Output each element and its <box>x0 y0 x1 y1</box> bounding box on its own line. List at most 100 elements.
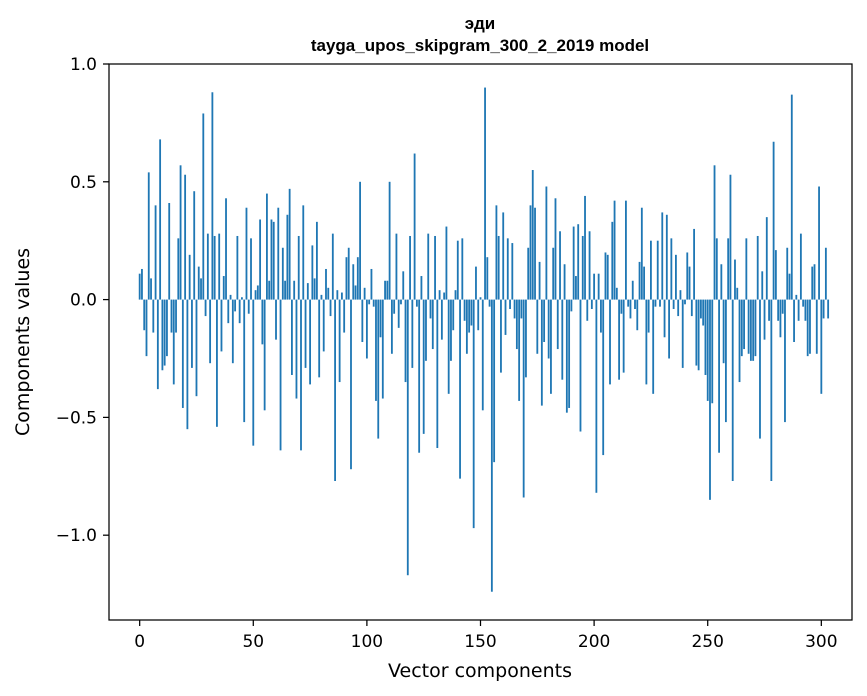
bar-component-40 <box>229 294 232 300</box>
bar-component-53 <box>259 219 262 300</box>
bar-component-121 <box>413 153 416 300</box>
bar-component-19 <box>181 299 184 408</box>
bar-component-5 <box>150 278 152 300</box>
bar-component-227 <box>654 299 657 307</box>
bar-component-89 <box>340 292 343 300</box>
bar-component-128 <box>429 299 432 319</box>
bar-component-268 <box>747 299 750 354</box>
bar-component-83 <box>327 287 330 300</box>
bar-component-248 <box>702 299 705 326</box>
bar-component-15 <box>172 299 175 385</box>
bar-component-279 <box>772 141 775 300</box>
bar-component-79 <box>318 299 321 378</box>
bar-component-137 <box>450 299 452 361</box>
y-axis-label: Components values <box>12 248 34 436</box>
bar-component-160 <box>502 212 505 300</box>
bar-component-55 <box>263 299 266 411</box>
bar-component-11 <box>163 299 166 366</box>
bar-component-182 <box>552 247 555 300</box>
bar-component-254 <box>715 238 718 300</box>
bar-component-219 <box>636 299 639 331</box>
x-tick-label: 300 <box>805 632 837 652</box>
bar-component-58 <box>270 219 273 300</box>
bar-component-16 <box>175 299 177 333</box>
bar-component-221 <box>640 207 643 300</box>
bar-component-82 <box>325 268 327 300</box>
bar-component-47 <box>245 207 248 300</box>
bar-component-194 <box>579 299 582 432</box>
bar-component-101 <box>368 299 371 305</box>
bar-component-31 <box>209 299 212 364</box>
bar-component-177 <box>540 299 543 406</box>
bar-component-142 <box>461 238 464 300</box>
bar-component-158 <box>497 235 500 300</box>
bar-component-52 <box>256 285 259 300</box>
bar-component-251 <box>709 299 711 500</box>
bar-component-300 <box>820 299 823 394</box>
y-tick-label: −0.5 <box>56 408 97 428</box>
bar-component-56 <box>266 193 268 300</box>
bar-component-123 <box>418 299 421 453</box>
bar-component-63 <box>281 247 284 300</box>
bar-component-108 <box>384 280 386 300</box>
bar-component-270 <box>752 299 755 361</box>
bar-component-164 <box>511 243 514 300</box>
bar-component-32 <box>211 92 214 300</box>
bar-component-149 <box>477 299 480 331</box>
bar-component-258 <box>724 299 727 423</box>
bar-component-150 <box>479 297 482 300</box>
bar-component-291 <box>799 233 802 300</box>
bar-component-175 <box>536 299 539 354</box>
bar-component-112 <box>393 299 396 314</box>
bar-component-303 <box>827 299 830 319</box>
bar-component-24 <box>193 191 196 300</box>
bar-component-124 <box>420 276 423 300</box>
bar-component-242 <box>688 266 691 300</box>
bar-component-243 <box>690 299 693 317</box>
bar-component-153 <box>486 257 489 300</box>
bar-component-169 <box>522 299 525 498</box>
bar-component-156 <box>493 299 496 463</box>
bar-component-71 <box>300 299 302 451</box>
bar-component-213 <box>622 299 625 373</box>
bar-component-80 <box>320 294 323 300</box>
bar-component-39 <box>227 299 230 324</box>
bar-component-239 <box>681 299 684 368</box>
bar-component-136 <box>447 299 450 394</box>
bar-component-73 <box>304 299 307 368</box>
bar-component-118 <box>406 299 409 576</box>
bar-component-127 <box>427 233 430 300</box>
bar-component-294 <box>806 299 809 357</box>
bar-component-212 <box>620 299 623 314</box>
bar-component-302 <box>824 247 827 300</box>
plot-frame <box>108 63 853 621</box>
bar-component-4 <box>147 172 150 300</box>
bar-component-44 <box>238 299 241 324</box>
bar-component-37 <box>222 276 225 300</box>
bar-component-255 <box>718 299 720 453</box>
bar-component-143 <box>463 299 466 321</box>
bar-component-114 <box>397 299 400 328</box>
bar-component-45 <box>241 297 243 300</box>
bar-component-211 <box>618 299 621 380</box>
bar-component-205 <box>604 252 607 300</box>
bar-component-220 <box>638 261 641 300</box>
bar-component-264 <box>738 299 741 383</box>
bar-component-20 <box>184 174 187 300</box>
bar-component-74 <box>306 283 309 300</box>
bar-component-257 <box>722 299 725 364</box>
bar-component-183 <box>554 198 557 300</box>
bar-component-208 <box>611 221 614 300</box>
bar-component-199 <box>590 299 593 310</box>
bar-component-178 <box>543 299 546 342</box>
bar-component-224 <box>647 299 650 333</box>
bar-component-125 <box>422 299 425 434</box>
bar-component-90 <box>343 299 346 333</box>
bar-component-60 <box>275 299 277 340</box>
x-tick-label: 150 <box>464 632 496 652</box>
bar-component-237 <box>677 299 680 317</box>
bar-component-166 <box>515 299 518 350</box>
bar-component-161 <box>504 299 507 335</box>
bar-component-85 <box>331 233 334 300</box>
bar-component-99 <box>363 287 366 300</box>
